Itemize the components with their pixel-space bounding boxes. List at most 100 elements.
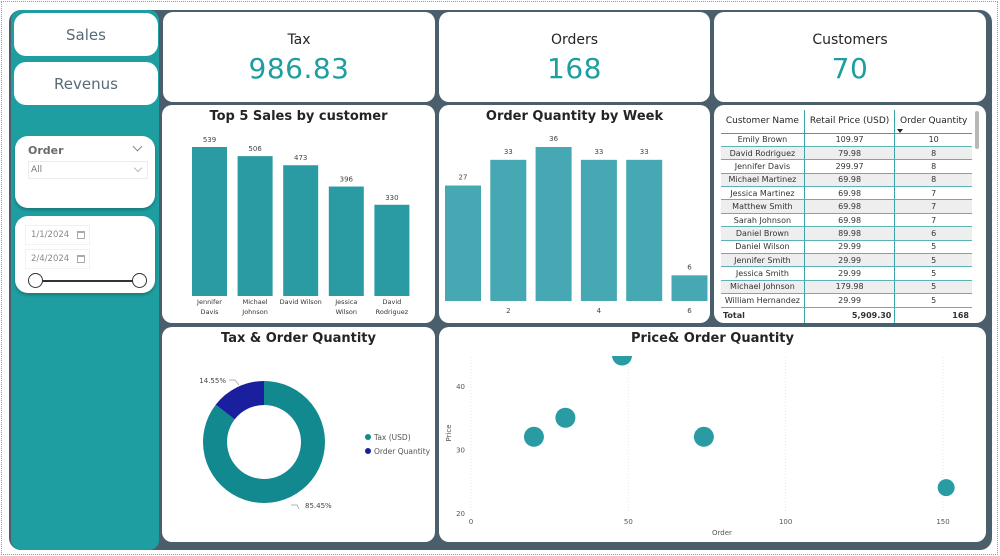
calendar-icon[interactable] <box>77 231 85 239</box>
table-cell: 69.98 <box>803 186 895 201</box>
table-row[interactable]: Michael Martinez 69.98 8 <box>721 173 972 188</box>
end-date-input[interactable]: 2/4/2024 <box>25 249 90 269</box>
kpi-value: 70 <box>831 52 869 85</box>
calendar-icon[interactable] <box>77 255 85 263</box>
nav-revenue-label: Revenus <box>54 74 118 93</box>
order-dropdown[interactable]: All <box>28 161 148 179</box>
table-total-row: Total 5,909.30 168 <box>721 307 972 324</box>
date-slicer: 1/1/2024 2/4/2024 <box>15 216 155 293</box>
category-label: Jessica <box>334 298 357 306</box>
bar <box>237 156 273 296</box>
table-row[interactable]: Emily Brown 109.97 10 <box>721 133 972 147</box>
range-start-handle[interactable] <box>28 273 43 288</box>
table-cell: 79.98 <box>803 146 895 161</box>
start-date-input[interactable]: 1/1/2024 <box>25 225 90 245</box>
table-cell: Matthew Smith <box>721 199 805 214</box>
table-row[interactable]: David Rodriguez 79.98 8 <box>721 146 972 161</box>
table-row[interactable]: Daniel Wilson 29.99 5 <box>721 240 972 255</box>
order-week-chart: Order Quantity by Week 27 33 2 36 33 4 33 6 6 <box>439 105 710 323</box>
kpi-card-customers: Customers 70 <box>714 12 986 102</box>
nav-sales-button[interactable]: Sales <box>14 13 158 56</box>
chart-title: Price& Order Quantity <box>631 331 794 346</box>
table-cell: 5 <box>894 240 972 255</box>
table-cell: 29.99 <box>803 253 895 268</box>
customer-table-card: Customer Name Retail Price (USD) Order Q… <box>714 105 986 324</box>
kpi-card-orders: Orders 168 <box>439 12 710 102</box>
chevron-down-icon <box>133 163 143 173</box>
x-tick-label: 50 <box>624 518 633 526</box>
data-label: 473 <box>294 154 307 162</box>
customer-table: Customer Name Retail Price (USD) Order Q… <box>721 110 972 324</box>
table-row[interactable]: Jessica Martinez 69.98 7 <box>721 186 972 201</box>
table-cell: Jennifer Davis <box>721 159 805 174</box>
bar <box>328 186 364 296</box>
bar <box>445 185 481 301</box>
table-cell: Michael Johnson <box>721 280 805 295</box>
slice-label: 85.45% <box>305 502 332 510</box>
order-slicer: Order All <box>15 136 155 208</box>
table-cell: 10 <box>894 133 972 147</box>
table-row[interactable]: William Hernandez 29.99 5 <box>721 293 972 308</box>
legend-label: Tax (USD) <box>373 433 411 442</box>
column-header[interactable]: Retail Price (USD) <box>803 110 895 134</box>
table-cell: 69.98 <box>803 199 895 214</box>
table-cell: 8 <box>894 159 972 174</box>
column-header[interactable]: Customer Name <box>721 110 805 134</box>
x-axis-label: Order <box>712 529 732 537</box>
order-slicer-title: Order <box>28 144 64 157</box>
table-cell: Daniel Wilson <box>721 240 805 255</box>
y-tick-label: 30 <box>456 447 465 455</box>
table-row[interactable]: Jennifer Smith 29.99 5 <box>721 253 972 268</box>
table-cell: Jessica Smith <box>721 266 805 281</box>
legend-label: Order Quantity <box>374 447 431 456</box>
chevron-down-icon[interactable] <box>132 141 143 152</box>
kpi-value: 986.83 <box>248 52 350 85</box>
data-label: 330 <box>385 194 398 202</box>
category-label: Jennifer <box>196 298 222 306</box>
table-cell: William Hernandez <box>721 293 805 308</box>
table-cell: 7 <box>894 213 972 228</box>
bar <box>671 275 708 301</box>
bar <box>283 165 319 296</box>
bar <box>192 147 227 296</box>
x-tick-label: 100 <box>779 518 792 526</box>
table-row[interactable]: Jennifer Davis 299.97 8 <box>721 159 972 174</box>
bar <box>535 147 572 301</box>
data-label: 396 <box>340 176 354 184</box>
x-tick-label: 150 <box>936 518 949 526</box>
data-label: 539 <box>203 136 216 144</box>
table-row[interactable]: Michael Johnson 179.98 5 <box>721 280 972 295</box>
table-cell: 5 <box>894 253 972 268</box>
category-label: Rodriguez <box>376 308 409 316</box>
scatter-point <box>523 426 544 447</box>
category-label: David <box>383 298 402 306</box>
table-cell: 29.99 <box>803 293 895 308</box>
table-cell: 89.98 <box>803 226 895 241</box>
table-cell: Sarah Johnson <box>721 213 805 228</box>
column-header[interactable]: Order Quantity <box>894 110 972 134</box>
data-label: 36 <box>549 135 558 143</box>
table-cell: Jessica Martinez <box>721 186 805 201</box>
table-cell: 5 <box>894 266 972 281</box>
date-range-track[interactable] <box>35 280 139 282</box>
table-row[interactable]: Daniel Brown 89.98 6 <box>721 226 972 241</box>
bar <box>626 159 663 301</box>
range-end-handle[interactable] <box>132 273 147 288</box>
table-cell: Emily Brown <box>721 133 805 147</box>
table-row[interactable]: Jessica Smith 29.99 5 <box>721 266 972 281</box>
data-label: 506 <box>248 145 262 153</box>
slice-label: 14.55% <box>199 377 226 385</box>
sort-descending-icon[interactable] <box>897 129 903 133</box>
donut-slice <box>215 381 264 420</box>
x-tick-label: 6 <box>687 307 692 315</box>
table-row[interactable]: Sarah Johnson 69.98 7 <box>721 213 972 228</box>
table-row[interactable]: Matthew Smith 69.98 7 <box>721 199 972 214</box>
table-cell: Jennifer Smith <box>721 253 805 268</box>
kpi-label: Tax <box>287 32 311 48</box>
leader-line <box>229 379 240 386</box>
nav-revenue-button[interactable]: Revenus <box>14 62 158 105</box>
chart-title: Tax & Order Quantity <box>221 331 376 346</box>
table-scrollbar[interactable] <box>975 111 979 149</box>
bar <box>490 159 527 301</box>
